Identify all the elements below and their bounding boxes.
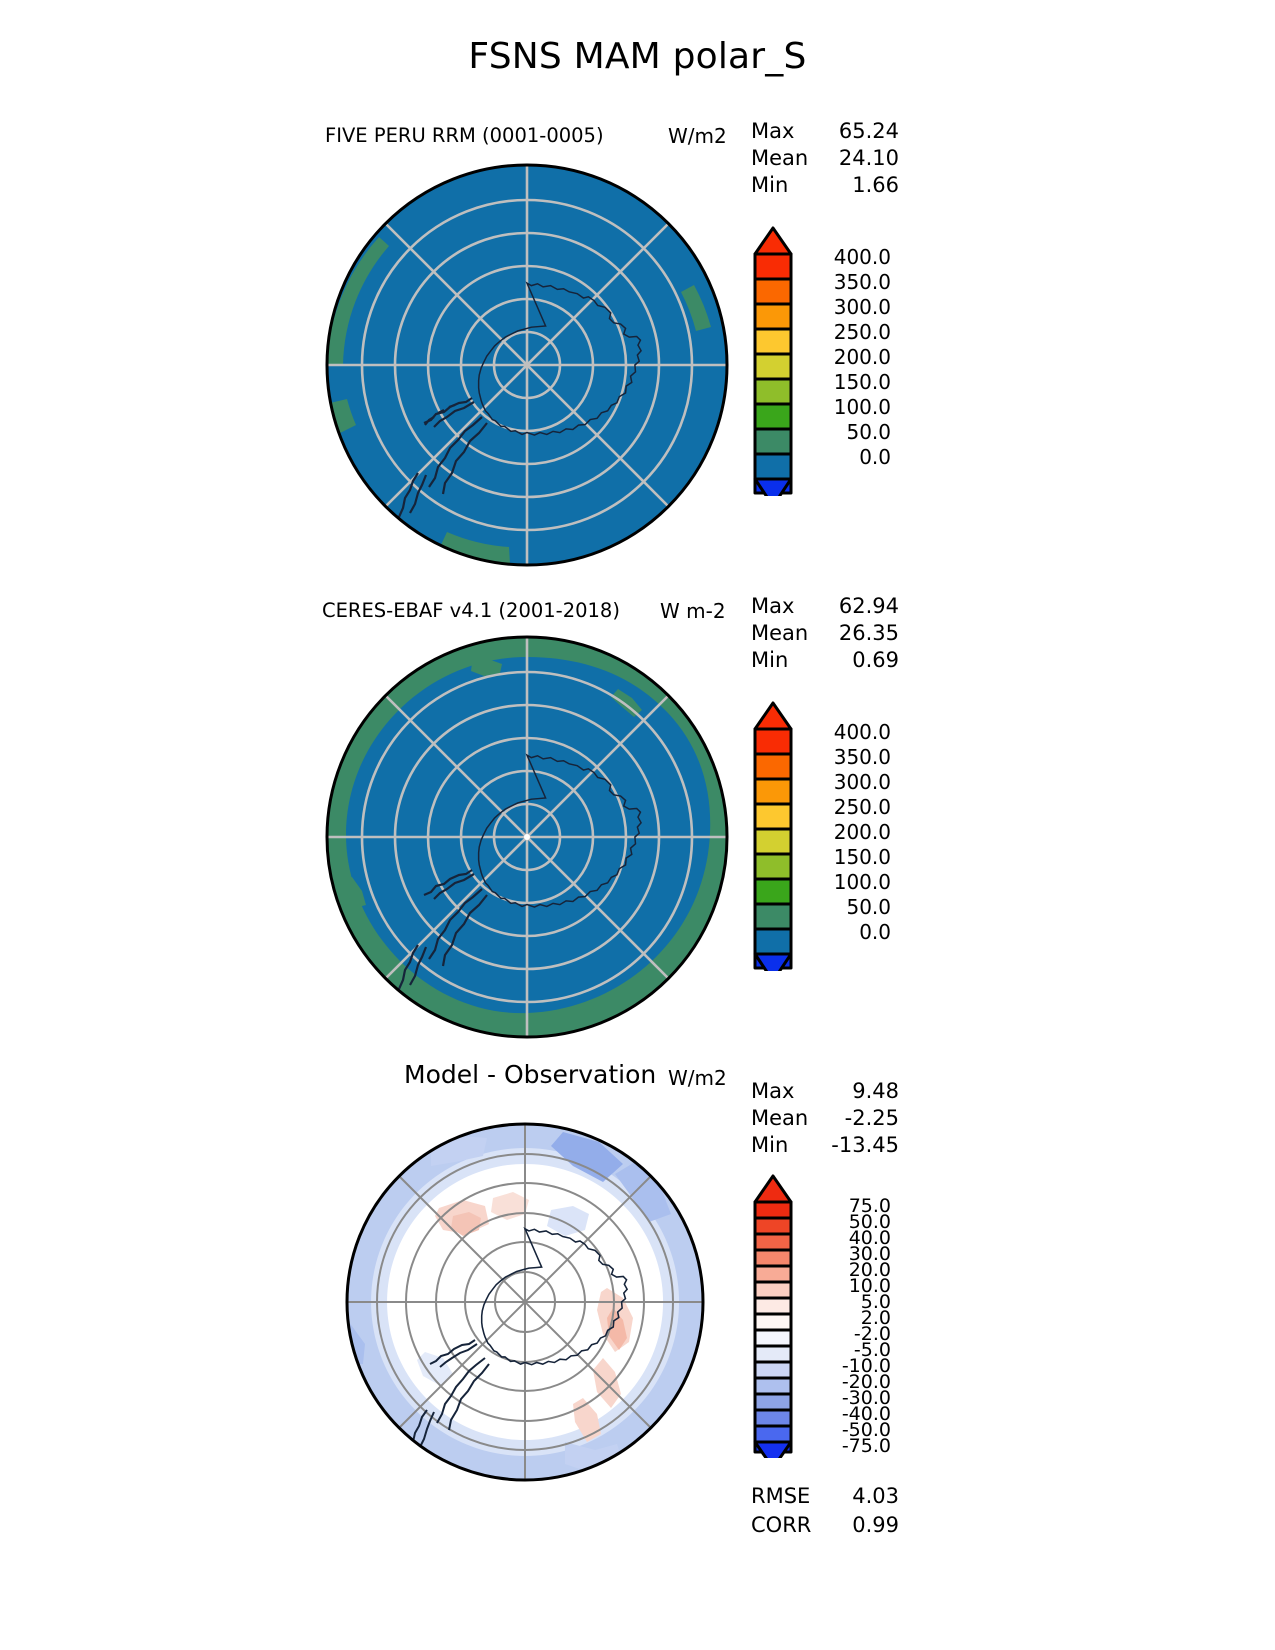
stat-key: Min: [751, 648, 789, 672]
colorbar-tick: -5.0: [853, 1339, 891, 1361]
map-border-model: [325, 163, 729, 567]
panel-difference-header: Model - Observation W/m2: [0, 1050, 1275, 1090]
colorbar-tick: 300.0: [833, 295, 891, 319]
figure-title: FSNS MAM polar_S: [468, 36, 807, 77]
stat-row: Min 1.66: [751, 172, 899, 199]
colorbar-ticklabels-model: 400.0 350.0 300.0 250.0 200.0 150.0 100.…: [795, 216, 891, 496]
colorbar-tick: 250.0: [833, 320, 891, 344]
colorbar-tick: 400.0: [833, 720, 891, 744]
coastline-difference: [408, 1227, 628, 1452]
panel-observation-units: W m-2: [660, 599, 726, 623]
stat-value: 62.94: [838, 594, 899, 618]
panel-model-units: W/m2: [668, 124, 727, 148]
stat-key: Max: [751, 594, 795, 618]
coastline-observation: [397, 754, 642, 990]
stat-value: 4.03: [852, 1484, 899, 1508]
stat-key: Max: [751, 1079, 795, 1103]
graticule-difference: [347, 1124, 703, 1480]
colorbar-tick: 0.0: [859, 920, 891, 944]
colorbar-tick: 200.0: [833, 820, 891, 844]
panel-observation-header: CERES-EBAF v4.1 (2001-2018) W m-2: [0, 585, 1275, 623]
stat-key: Min: [751, 1133, 789, 1157]
stat-row: Min -13.45: [751, 1132, 899, 1159]
colorbar-tick: 250.0: [833, 795, 891, 819]
colorbar-tick: 5.0: [860, 1291, 891, 1313]
stat-row: Max 65.24: [751, 118, 899, 145]
colorbar-tick: 200.0: [833, 345, 891, 369]
colorbar-difference: [745, 1162, 801, 1458]
stat-value: 1.66: [852, 173, 899, 197]
colorbar-tick: 50.0: [848, 1211, 891, 1233]
panel-observation-stats: Max 62.94 Mean 26.35 Min 0.69: [751, 593, 899, 674]
stat-value: 65.24: [838, 119, 899, 143]
stat-value: 26.35: [838, 621, 899, 645]
stat-row: Max 62.94: [751, 593, 899, 620]
stat-row: Mean -2.25: [751, 1105, 899, 1132]
stat-row: RMSE 4.03: [751, 1482, 899, 1511]
colorbar-tick: 100.0: [833, 870, 891, 894]
colorbar-tick: 400.0: [833, 245, 891, 269]
stat-value: 0.99: [852, 1513, 899, 1537]
colorbar-tick: 150.0: [833, 845, 891, 869]
colorbar-tick: 50.0: [846, 420, 891, 444]
colorbar-tick: -2.0: [853, 1323, 891, 1345]
stat-row: Mean 24.10: [751, 145, 899, 172]
colorbar-tick: -40.0: [841, 1403, 891, 1425]
colorbar-tick: 40.0: [848, 1227, 891, 1249]
panel-difference-footer-stats: RMSE 4.03 CORR 0.99: [751, 1482, 899, 1540]
colorbar-tick: 100.0: [833, 395, 891, 419]
colorbar-tick: 300.0: [833, 770, 891, 794]
colorbar-tick: -10.0: [841, 1355, 891, 1377]
polar-map-model: [322, 155, 732, 575]
stat-value: -2.25: [844, 1106, 899, 1130]
colorbar-tick: 20.0: [848, 1259, 891, 1281]
colorbar-observation: [745, 691, 801, 971]
stat-key: Max: [751, 119, 795, 143]
colorbar-tick: 350.0: [833, 270, 891, 294]
stat-key: Mean: [751, 621, 809, 645]
graticule-model: [327, 165, 727, 565]
colorbar-tick: 150.0: [833, 370, 891, 394]
panel-model-title: FIVE PERU RRM (0001-0005): [325, 124, 604, 147]
polar-map-difference: [335, 1112, 715, 1492]
stat-value: 0.69: [852, 648, 899, 672]
panel-model-stats: Max 65.24 Mean 24.10 Min 1.66: [751, 118, 899, 199]
colorbar-tick: -50.0: [841, 1419, 891, 1441]
colorbar-tick: -30.0: [841, 1387, 891, 1409]
stat-row: CORR 0.99: [751, 1511, 899, 1540]
pole-marker: [524, 834, 530, 840]
colorbar-model: [745, 216, 801, 496]
colorbar-tick: 75.0: [848, 1195, 891, 1217]
colorbar-ticklabels-observation: 400.0 350.0 300.0 250.0 200.0 150.0 100.…: [795, 691, 891, 971]
panel-observation-title: CERES-EBAF v4.1 (2001-2018): [322, 599, 620, 622]
map-border-difference: [345, 1122, 705, 1482]
stat-row: Mean 26.35: [751, 620, 899, 647]
map-border-observation: [325, 635, 729, 1039]
stat-key: Mean: [751, 1106, 809, 1130]
colorbar-tick: 10.0: [848, 1275, 891, 1297]
colorbar-tick: 350.0: [833, 745, 891, 769]
stat-row: Min 0.69: [751, 647, 899, 674]
colorbar-tick: -20.0: [841, 1371, 891, 1393]
stat-value: 24.10: [838, 146, 899, 170]
colorbar-tick: 30.0: [848, 1243, 891, 1265]
colorbar-ticklabels-difference: 75.0 50.0 40.0 30.0 20.0 10.0 5.0 2.0 -2…: [795, 1162, 891, 1462]
panel-model-header: FIVE PERU RRM (0001-0005) W/m2: [0, 110, 1275, 148]
panel-difference-units: W/m2: [668, 1066, 727, 1090]
coastline-model: [397, 282, 642, 518]
stat-key: CORR: [751, 1513, 812, 1537]
stat-value: 9.48: [852, 1079, 899, 1103]
panel-difference-stats: Max 9.48 Mean -2.25 Min -13.45: [751, 1078, 899, 1159]
stat-row: Max 9.48: [751, 1078, 899, 1105]
stat-key: Mean: [751, 146, 809, 170]
stat-key: RMSE: [751, 1484, 811, 1508]
colorbar-tick: 0.0: [859, 445, 891, 469]
polar-map-observation: [322, 627, 732, 1047]
colorbar-tick: -75.0: [841, 1435, 891, 1457]
colorbar-tick: 2.0: [860, 1307, 891, 1329]
panel-difference-title: Model - Observation: [404, 1060, 657, 1089]
stat-value: -13.45: [831, 1133, 899, 1157]
colorbar-tick: 50.0: [846, 895, 891, 919]
stat-key: Min: [751, 173, 789, 197]
